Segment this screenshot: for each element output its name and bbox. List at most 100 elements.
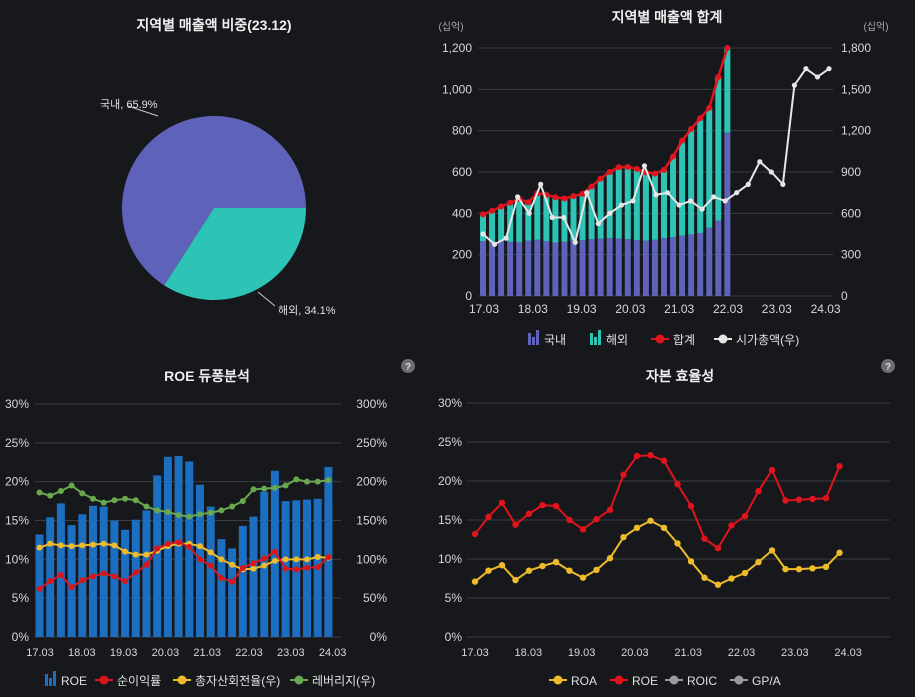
efficiency-roa-point <box>755 558 762 566</box>
dupont-leverage-point <box>143 503 150 510</box>
dupont-xtick: 21.03 <box>193 647 221 659</box>
efficiency-roe-point <box>755 487 762 495</box>
revenue-total-point <box>661 166 667 173</box>
efficiency-roa-point <box>471 578 479 585</box>
revenue-bar-domestic <box>724 132 731 296</box>
revenue-bar-domestic <box>715 220 722 296</box>
dupont-margin-point <box>79 577 86 584</box>
revenue-total-point <box>688 126 695 133</box>
dupont-margin-point <box>57 571 64 578</box>
dupont-leverage-point <box>100 499 107 506</box>
revenue-y2tick: 1,800 <box>841 41 871 55</box>
efficiency-xtick: 19.03 <box>568 647 596 659</box>
revenue-bar-overseas <box>606 172 613 239</box>
efficiency-roe-point <box>782 497 789 504</box>
dupont-margin-point <box>36 585 43 592</box>
revenue-bar-domestic <box>706 227 713 296</box>
dupont-bar-roe <box>217 539 226 637</box>
efficiency-roa-line <box>474 519 841 586</box>
dupont-turnover-point <box>261 562 268 569</box>
efficiency-roa-point <box>552 558 560 566</box>
dupont-margin-point <box>207 562 214 569</box>
efficiency-roa-point <box>782 565 789 573</box>
dupont-xtick: 19.03 <box>110 647 138 659</box>
efficiency-roe-point <box>566 516 573 524</box>
dupont-leverage-point <box>57 487 64 494</box>
legend-label: ROE <box>632 674 658 688</box>
dupont-margin-point <box>239 564 246 571</box>
efficiency-roe-point <box>647 452 654 459</box>
legend-icon-overseas <box>590 333 593 345</box>
revenue-total-point <box>507 199 514 206</box>
dupont-leverage-point <box>293 476 300 483</box>
dupont-turnover-point <box>122 548 129 555</box>
efficiency-roe-point <box>795 496 803 503</box>
revenue-bar-domestic <box>642 240 649 296</box>
legend-label: ROA <box>571 674 597 688</box>
revenue-y2tick: 1,200 <box>841 124 871 138</box>
revenue-bar-domestic <box>570 240 577 296</box>
dupont-bar-roe <box>228 548 237 637</box>
dupont-turnover-point <box>304 556 310 563</box>
revenue-mcap-point <box>757 159 763 165</box>
revenue-total-point <box>525 199 532 206</box>
revenue-bar-domestic <box>688 234 695 296</box>
dupont-turnover-point <box>282 556 289 563</box>
revenue-total-point <box>724 45 731 51</box>
dupont-leverage-point <box>271 484 278 491</box>
dupont-margin-point <box>122 578 129 585</box>
efficiency-roa-point <box>633 524 641 531</box>
efficiency-ytick: 5% <box>445 591 463 605</box>
revenue-bar-overseas <box>661 169 667 239</box>
dupont-turnover-point <box>197 543 203 550</box>
efficiency-ytick: 15% <box>438 513 462 527</box>
efficiency-chart: 자본 효율성? 0% 5% 10% 15% 20% 25% 30% 17.03 18.03 19.0… <box>438 359 895 688</box>
revenue-bar-overseas <box>570 196 577 241</box>
dupont-bar-roe <box>78 514 87 637</box>
revenue-mcap-point <box>641 163 648 169</box>
dupont-title: ROE 듀퐁분석 <box>164 368 250 384</box>
dupont-margin-point <box>68 584 75 591</box>
efficiency-roa-point <box>714 581 722 588</box>
dupont-margin-point <box>261 555 268 562</box>
efficiency-roa-point <box>579 574 587 581</box>
dupont-turnover-point <box>111 542 118 549</box>
revenue-mcap-point <box>676 202 682 208</box>
dupont-leverage-point <box>36 489 43 496</box>
dupont-leverage-point <box>261 485 268 492</box>
efficiency-ytick: 10% <box>438 552 462 566</box>
legend-icon-domestic <box>532 337 535 345</box>
revenue-ytick: 200 <box>452 248 472 262</box>
dupont-turnover-point <box>293 556 300 563</box>
dupont-leverage-point <box>186 513 193 520</box>
efficiency-roe-point <box>674 480 681 488</box>
revenue-xtick: 24.03 <box>811 302 841 316</box>
revenue-mcap-point <box>584 190 590 196</box>
revenue-bar-domestic <box>516 242 523 296</box>
legend-icon-total <box>655 334 665 344</box>
efficiency-roa-point <box>620 533 627 541</box>
legend-label: 레버리지(우) <box>312 674 375 688</box>
legend-label-total: 합계 <box>673 333 695 347</box>
revenue-bar-overseas <box>480 214 486 242</box>
efficiency-xtick: 17.03 <box>461 647 489 659</box>
efficiency-roa-point <box>593 566 600 574</box>
efficiency-legend: ROA ROE ROIC GP/A <box>549 674 781 688</box>
efficiency-roe-point <box>579 526 587 533</box>
revenue-bar-domestic <box>507 241 514 296</box>
revenue-y2tick: 1,500 <box>841 82 871 96</box>
dupont-turnover-point <box>207 549 214 556</box>
dupont-turnover-point <box>143 551 150 558</box>
revenue-total-point <box>480 211 486 218</box>
dupont-y2tick: 300% <box>356 397 387 411</box>
dupont-y2tick: 0% <box>370 630 388 644</box>
dupont-margin-point <box>282 565 289 572</box>
dupont-bar-roe <box>131 519 140 637</box>
dupont-margin-point <box>304 564 310 571</box>
efficiency-roa-point <box>822 563 830 570</box>
dupont-turnover-point <box>57 542 64 549</box>
revenue-bar-overseas <box>543 194 550 242</box>
revenue-bar-overseas <box>498 206 505 241</box>
legend-icon-dot <box>734 675 744 685</box>
